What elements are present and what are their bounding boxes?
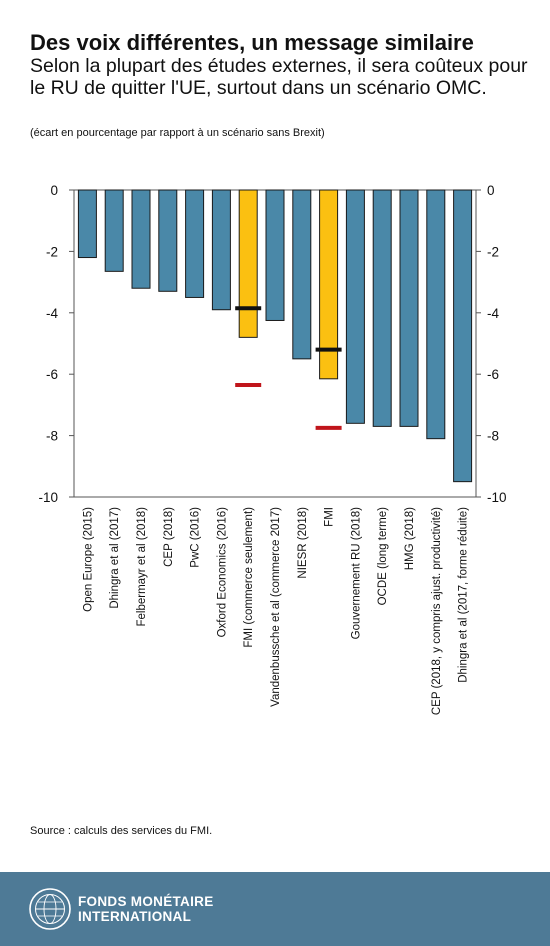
category-label: CEP (2018, y compris ajust. productivité… bbox=[431, 507, 443, 715]
bar bbox=[185, 189, 205, 298]
category-label: HMG (2018) bbox=[404, 507, 416, 570]
chart-subtitle: Selon la plupart des études externes, il… bbox=[30, 55, 528, 99]
chart-note: (écart en pourcentage par rapport à un s… bbox=[30, 127, 325, 139]
bar bbox=[238, 189, 258, 338]
y-tick-label-right: -8 bbox=[487, 429, 499, 444]
category-label: FMI bbox=[324, 507, 336, 527]
bar bbox=[131, 189, 151, 289]
bar bbox=[77, 189, 97, 259]
y-tick-label-right: -2 bbox=[487, 244, 499, 259]
y-tick-label-left: -6 bbox=[46, 367, 58, 382]
category-label: FMI (commerce seulement) bbox=[243, 507, 255, 648]
footer-banner: FONDS MONÉTAIRE INTERNATIONAL bbox=[0, 872, 550, 946]
category-label: Oxford Economics (2016) bbox=[216, 507, 228, 638]
bar bbox=[372, 189, 392, 427]
category-label: Vandenbussche et al (commerce 2017) bbox=[270, 507, 282, 707]
org-name: FONDS MONÉTAIRE INTERNATIONAL bbox=[78, 894, 214, 924]
y-tick-label-left: -4 bbox=[46, 306, 58, 321]
category-label: Gouvernement RU (2018) bbox=[350, 507, 362, 639]
bar bbox=[265, 189, 285, 321]
category-label: PwC (2016) bbox=[190, 507, 202, 568]
bar bbox=[211, 189, 231, 311]
y-tick-label-left: -8 bbox=[46, 429, 58, 444]
bar bbox=[104, 189, 124, 272]
category-label: Felbermayr et al (2018) bbox=[136, 507, 148, 627]
category-label: NIESR (2018) bbox=[297, 507, 309, 579]
category-label: Dhingra et al (2017) bbox=[109, 507, 121, 609]
chart-title: Des voix différentes, un message similai… bbox=[30, 30, 474, 55]
category-label: Open Europe (2015) bbox=[82, 507, 94, 612]
bar bbox=[158, 189, 178, 292]
y-tick-label-right: 0 bbox=[487, 183, 495, 198]
category-label: Dhingra et al (2017, forme réduite) bbox=[458, 507, 470, 683]
y-tick-label-right: -10 bbox=[487, 490, 507, 505]
category-label: OCDE (long terme) bbox=[377, 507, 389, 606]
org-name-line1: FONDS MONÉTAIRE bbox=[78, 894, 214, 909]
bar-chart: 0 0 -2 -2 -4 -4 -6 -6 -8 -8 -10 -10 Open Europe (201… bbox=[38, 183, 507, 715]
y-tick-label-left: -2 bbox=[46, 244, 58, 259]
bar bbox=[426, 189, 446, 440]
bar bbox=[399, 189, 419, 427]
y-tick-label-left: 0 bbox=[50, 183, 58, 198]
y-tick-label-left: -10 bbox=[38, 490, 58, 505]
source-note: Source : calculs des services du FMI. bbox=[30, 825, 213, 837]
bar bbox=[292, 189, 312, 360]
bar bbox=[345, 189, 365, 424]
y-tick-label-right: -4 bbox=[487, 306, 499, 321]
org-name-line2: INTERNATIONAL bbox=[78, 909, 192, 924]
bar bbox=[453, 189, 473, 483]
imf-seal-icon bbox=[29, 888, 71, 930]
bar bbox=[319, 189, 339, 380]
y-tick-label-right: -6 bbox=[487, 367, 499, 382]
category-label: CEP (2018) bbox=[163, 507, 175, 567]
